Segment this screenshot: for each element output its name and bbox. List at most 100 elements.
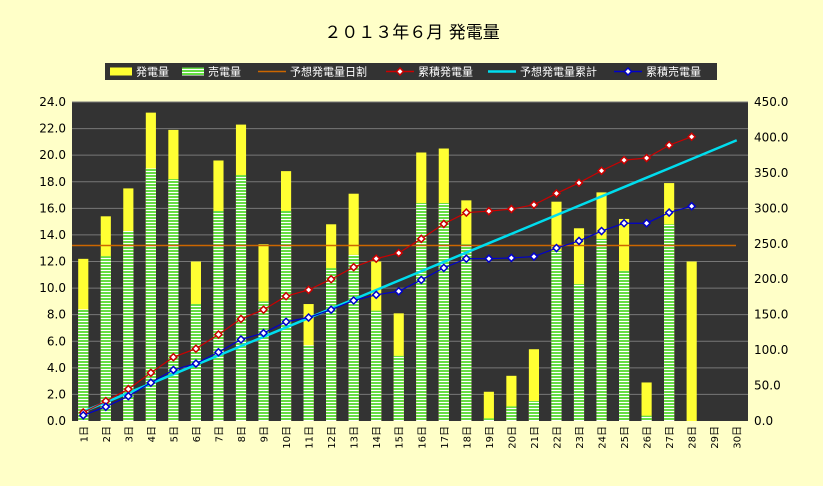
bar-sold	[551, 250, 562, 421]
y-right-tick-label: 350.0	[754, 166, 788, 180]
marker-cumulative-generation	[551, 188, 562, 199]
marker-cumulative-generation	[574, 178, 584, 188]
x-tick-label: 12日	[327, 426, 338, 449]
x-tick-label: 27日	[665, 426, 676, 449]
x-tick-label: 16日	[417, 426, 428, 449]
legend-label: 累積売電量	[646, 65, 701, 79]
bar-sold	[483, 418, 494, 421]
marker-cumulative-sold	[394, 286, 404, 296]
x-tick-label: 21日	[530, 426, 541, 449]
y-left-tick-label: 6.0	[47, 334, 66, 348]
y-right-tick-label: 250.0	[754, 237, 788, 251]
bar-sold	[416, 203, 427, 421]
bar-sold	[280, 210, 292, 421]
marker-cumulative-sold	[371, 290, 381, 300]
bar-sold	[235, 175, 247, 421]
marker-cumulative-generation	[349, 262, 359, 272]
x-tick-label: 23日	[575, 426, 586, 449]
y-right-tick-label: 100.0	[754, 343, 788, 357]
marker-cumulative-sold	[687, 201, 697, 211]
marker-cumulative-generation	[529, 200, 539, 210]
marker-cumulative-sold	[326, 305, 336, 315]
bar-sold	[664, 224, 675, 421]
marker-cumulative-sold	[642, 218, 652, 228]
marker-cumulative-generation	[619, 155, 629, 165]
y-left-tick-label: 22.0	[39, 122, 66, 136]
x-tick-label: 14日	[372, 426, 383, 449]
x-tick-label: 8日	[237, 426, 248, 442]
marker-cumulative-generation	[439, 219, 449, 229]
marker-cumulative-generation	[687, 132, 697, 142]
x-tick-label: 15日	[395, 426, 406, 449]
marker-cumulative-generation	[213, 329, 224, 340]
marker-cumulative-generation	[326, 274, 336, 284]
x-tick-label: 4日	[147, 426, 158, 442]
x-tick-label: 9日	[260, 426, 271, 442]
line-cumulative-generation	[82, 136, 692, 414]
bar-sold	[168, 179, 179, 421]
marker-cumulative-sold	[529, 251, 539, 262]
marker-cumulative-sold	[574, 236, 584, 246]
marker-cumulative-sold	[551, 243, 562, 253]
x-tick-label: 10日	[282, 426, 293, 449]
marker-cumulative-sold	[236, 334, 246, 345]
marker-cumulative-generation	[304, 285, 314, 295]
marker-cumulative-generation	[484, 206, 494, 216]
chart-title: ２０１３年６月 発電量	[324, 23, 499, 43]
x-tick-label: 24日	[598, 426, 609, 449]
y-left-tick-label: 12.0	[39, 255, 66, 269]
y-right-tick-label: 300.0	[754, 201, 788, 215]
marker-cumulative-sold	[619, 218, 629, 228]
bar-sold	[258, 301, 269, 421]
bar-sold	[348, 254, 359, 421]
bar-generation	[686, 261, 697, 421]
legend-label: 予想発電量日割	[290, 65, 367, 79]
bar-sold	[326, 268, 337, 421]
line-forecast-cumulative	[82, 139, 738, 413]
y-left-tick-label: 18.0	[39, 175, 66, 189]
y-left-tick-label: 4.0	[47, 361, 66, 375]
marker-cumulative-generation	[642, 153, 652, 163]
x-tick-label: 13日	[350, 426, 361, 449]
legend-swatch	[110, 67, 132, 76]
legend-label: 売電量	[208, 66, 241, 79]
x-tick-label: 22日	[552, 426, 563, 449]
y-right-tick-label: 450.0	[754, 95, 788, 109]
bar-generation	[528, 349, 540, 421]
marker-cumulative-sold	[123, 391, 133, 401]
marker-cumulative-sold	[213, 347, 224, 357]
bar-sold	[100, 256, 111, 421]
x-tick-label: 3日	[124, 426, 135, 442]
bar-sold	[213, 210, 224, 421]
marker-cumulative-sold	[416, 275, 426, 285]
bar-generation	[506, 375, 517, 421]
marker-cumulative-generation	[146, 368, 156, 378]
marker-cumulative-generation	[281, 291, 291, 301]
marker-cumulative-sold	[439, 263, 449, 273]
x-tick-label: 2日	[102, 426, 113, 442]
x-tick-label: 18日	[462, 426, 473, 449]
marker-cumulative-generation	[236, 314, 246, 324]
marker-cumulative-generation	[416, 234, 426, 244]
legend-marker	[395, 66, 405, 77]
line-cumulative-sold	[83, 205, 692, 416]
y-right-tick-label: 200.0	[754, 272, 788, 286]
bar-sold	[303, 345, 314, 421]
marker-cumulative-generation	[506, 204, 516, 214]
y-right-tick-label: 50.0	[754, 379, 781, 393]
bar-sold	[145, 168, 156, 421]
x-tick-label: 17日	[440, 426, 451, 449]
marker-cumulative-generation	[664, 140, 674, 150]
bar-generation	[641, 382, 652, 421]
bar-sold	[371, 310, 382, 421]
x-tick-label: 5日	[169, 426, 180, 442]
bar-sold	[618, 270, 630, 421]
bar-sold	[573, 284, 585, 421]
x-tick-label: 11日	[305, 426, 316, 449]
marker-cumulative-generation	[168, 352, 178, 362]
x-tick-label: 25日	[620, 426, 631, 449]
bar-sold	[461, 244, 472, 421]
x-tick-label: 1日	[79, 426, 90, 442]
legend-label: 累積発電量	[418, 65, 473, 79]
